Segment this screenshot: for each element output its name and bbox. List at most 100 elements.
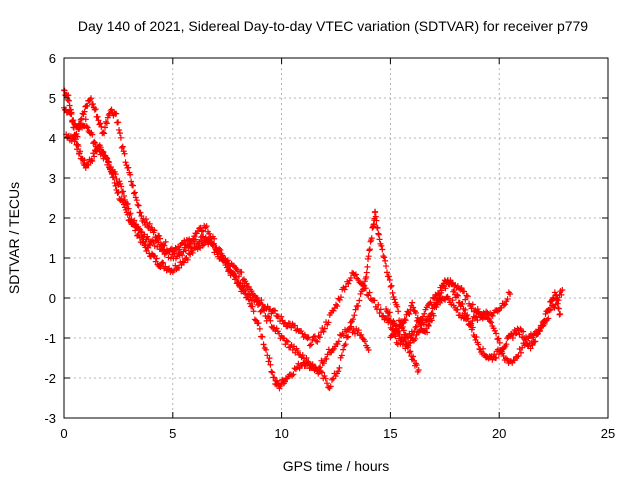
data-point — [451, 287, 458, 294]
data-point — [133, 197, 140, 204]
data-point — [132, 194, 139, 201]
data-point — [89, 131, 96, 138]
x-tick-label: 0 — [60, 426, 67, 441]
data-point — [211, 235, 218, 242]
data-point — [488, 319, 495, 326]
y-tick-label: 6 — [49, 51, 56, 66]
data-point — [187, 245, 194, 252]
data-point — [507, 291, 514, 297]
data-point — [504, 296, 511, 303]
data-point — [198, 228, 205, 235]
data-point — [156, 232, 163, 239]
data-point — [128, 178, 135, 185]
data-point — [386, 309, 393, 316]
data-point — [265, 358, 272, 365]
data-point — [313, 337, 320, 344]
data-point — [117, 180, 124, 187]
data-point — [378, 242, 385, 249]
data-point — [365, 292, 372, 299]
data-point — [147, 241, 154, 248]
data-point — [395, 328, 402, 335]
data-point — [199, 227, 206, 234]
data-point — [289, 372, 296, 379]
data-point — [124, 200, 131, 207]
data-point — [541, 320, 548, 327]
y-tick-label: 3 — [49, 171, 56, 186]
data-point — [503, 355, 510, 362]
data-point — [91, 139, 98, 146]
data-point — [206, 230, 213, 237]
data-point — [272, 307, 279, 314]
data-point — [475, 341, 482, 348]
data-point — [498, 346, 505, 353]
data-point — [261, 307, 268, 314]
data-point — [328, 376, 335, 383]
data-point — [97, 120, 104, 127]
data-point — [195, 244, 202, 251]
data-point — [335, 368, 342, 375]
data-point — [320, 328, 327, 335]
data-point — [391, 296, 398, 303]
data-point — [309, 336, 316, 343]
data-point — [81, 108, 88, 115]
data-point — [98, 149, 105, 156]
x-tick-label: 15 — [383, 426, 397, 441]
data-point — [317, 364, 324, 371]
data-point — [121, 150, 128, 157]
data-point — [425, 322, 432, 329]
data-point — [92, 106, 99, 113]
data-point — [366, 246, 373, 253]
data-point — [350, 316, 357, 323]
data-point — [258, 297, 265, 304]
data-point — [421, 310, 428, 317]
y-tick-label: 2 — [49, 211, 56, 226]
data-point — [345, 280, 352, 287]
data-point — [386, 277, 393, 284]
data-point — [120, 193, 127, 200]
data-point — [161, 242, 168, 249]
data-point — [341, 286, 348, 293]
data-point — [392, 333, 399, 340]
data-point — [61, 87, 68, 94]
data-point — [480, 345, 487, 352]
data-point — [130, 182, 137, 189]
data-point — [85, 162, 92, 169]
x-tick-label: 10 — [274, 426, 288, 441]
data-point — [532, 338, 539, 345]
data-point — [256, 325, 263, 332]
data-point — [203, 223, 210, 230]
data-point — [232, 273, 239, 280]
data-point — [279, 334, 286, 341]
data-point — [401, 316, 408, 323]
data-point — [473, 313, 480, 320]
data-point — [496, 339, 503, 346]
y-tick-label: -1 — [44, 331, 56, 346]
data-point — [338, 352, 345, 359]
data-point — [463, 292, 470, 299]
data-point — [351, 272, 358, 279]
data-point — [333, 301, 339, 308]
data-point — [322, 375, 329, 382]
data-point — [210, 241, 217, 248]
data-point — [420, 313, 427, 320]
data-point — [375, 230, 382, 237]
data-point — [511, 357, 518, 364]
data-point — [184, 256, 191, 263]
data-point — [558, 291, 565, 298]
data-point — [459, 300, 466, 307]
data-point — [189, 249, 196, 256]
data-point — [552, 301, 559, 308]
data-point — [95, 117, 102, 124]
data-point — [342, 341, 349, 348]
data-point — [125, 205, 132, 212]
data-point — [517, 349, 524, 356]
y-tick-label: 4 — [49, 131, 56, 146]
data-point — [278, 381, 285, 388]
data-point — [454, 306, 461, 313]
data-point — [357, 290, 364, 297]
data-point — [345, 333, 352, 340]
data-point — [131, 217, 138, 224]
data-point — [469, 317, 476, 324]
data-point — [89, 101, 96, 108]
data-point — [119, 188, 126, 195]
